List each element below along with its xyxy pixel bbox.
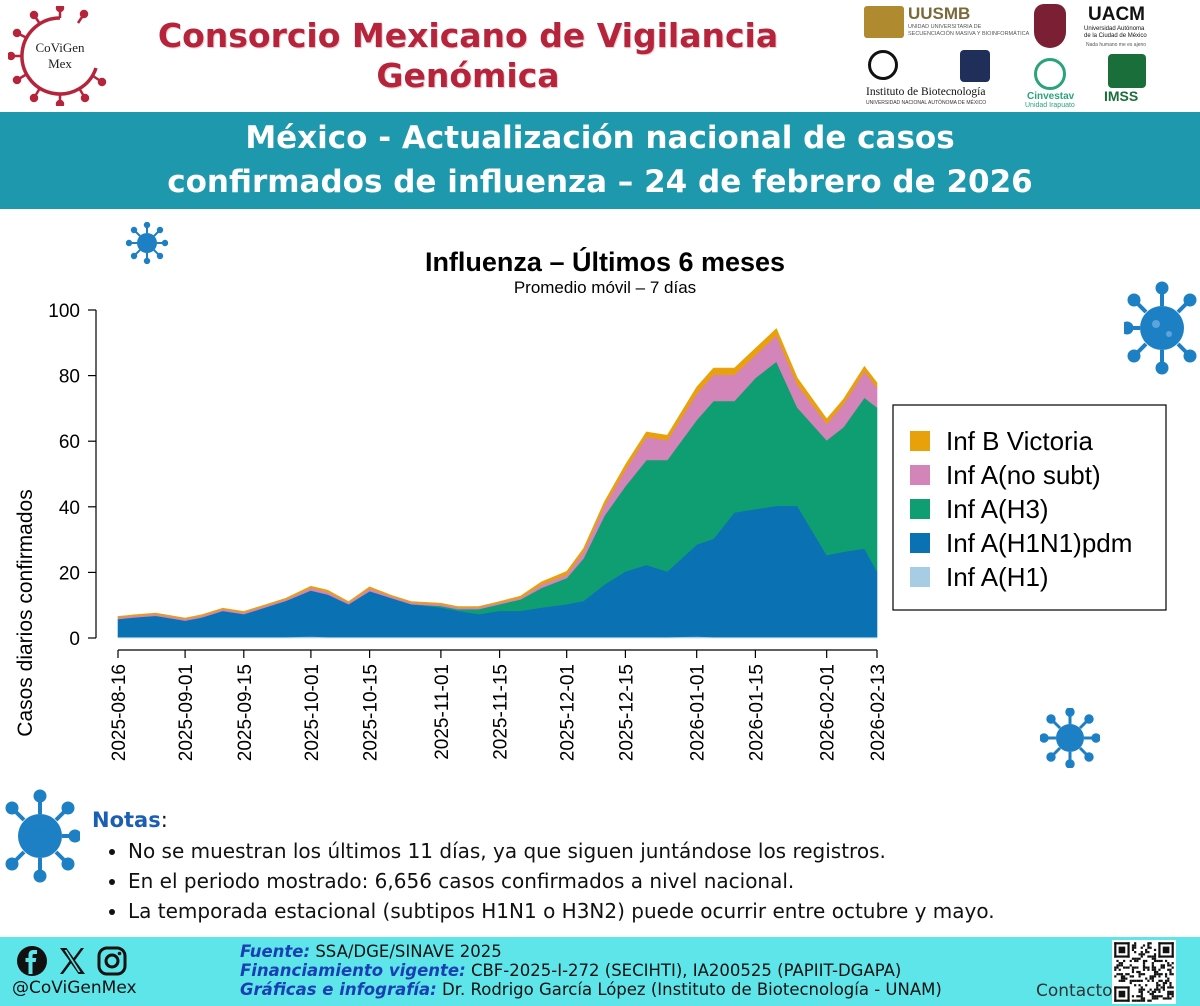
x-tick-label: 2025-09-01 <box>176 664 197 761</box>
page-title-line-1: Consorcio Mexicano de Vigilancia <box>157 16 779 55</box>
x-tick-label: 2025-11-01 <box>432 664 453 760</box>
page-title: Consorcio Mexicano de Vigilancia Genómic… <box>118 16 818 96</box>
legend-label: Inf A(H1N1)pdm <box>946 528 1132 558</box>
notes-title: Notas: <box>92 808 168 832</box>
source-value: SSA/DGE/SINAVE 2025 <box>315 942 502 961</box>
uusmb-name: UUSMB <box>908 4 971 23</box>
legend-label: Inf A(no subt) <box>946 460 1101 490</box>
source-label: Fuente: <box>240 942 311 961</box>
qr-code-icon[interactable] <box>1112 940 1176 1004</box>
funding-value: CBF-2025-I-272 (SECIHTI), IA200525 (PAPI… <box>470 961 902 980</box>
partner-logos: UUSMB UNIDAD UNIVERSITARIA DE SECUENCIAC… <box>860 2 1200 110</box>
notes-list: No se muestran los últimos 11 días, ya q… <box>92 836 1152 926</box>
virus-decoration-icon <box>5 789 80 883</box>
covigen-logo: CoViGen Mex <box>6 3 112 109</box>
funding-line: Financiamiento vigente: CBF-2025-I-272 (… <box>240 961 942 980</box>
chart-legend: Inf B Victoria Inf A(no subt) Inf A(H3) Inf… <box>892 404 1167 611</box>
chart-title: Influenza – Últimos 6 meses <box>425 246 785 277</box>
y-tick-label: 60 <box>59 432 80 453</box>
y-tick-label: 80 <box>59 367 80 388</box>
logo-text-covigen: CoViGen <box>35 40 85 55</box>
uacm-sub-3: Nada humano me es ajeno <box>1086 42 1147 48</box>
legend-box <box>892 404 1167 611</box>
legend-label: Inf B Victoria <box>946 426 1093 456</box>
uusmb-sub-1: UNIDAD UNIVERSITARIA DE <box>908 24 982 30</box>
graphics-value: Dr. Rodrigo García López (Instituto de B… <box>442 980 942 999</box>
y-tick-label: 20 <box>59 563 80 584</box>
virus-decoration-icon <box>1040 708 1100 768</box>
social-handle: @CoViGenMex <box>12 978 137 998</box>
graphics-line: Gráficas e infografía: Dr. Rodrigo Garcí… <box>240 980 942 999</box>
legend-swatch <box>910 533 930 553</box>
cinvestav-logo-icon <box>1034 58 1066 90</box>
influenza-chart: Influenza – Últimos 6 meses Promedio móv… <box>14 246 1167 761</box>
virus-decoration-icon <box>1124 281 1197 375</box>
x-tick-label: 2025-12-01 <box>558 664 579 761</box>
legend-swatch <box>910 499 930 519</box>
imss-name: IMSS <box>1104 88 1139 104</box>
social-links <box>16 945 136 977</box>
notes-title-text: Notas <box>92 808 161 832</box>
chart-subtitle: Promedio móvil – 7 días <box>514 278 696 297</box>
x-tick-label: 2025-10-01 <box>302 664 323 761</box>
notes-section: Notas: No se muestran los últimos 11 día… <box>92 808 1152 926</box>
uacm-sub-2: de la Ciudad de México <box>1084 33 1147 39</box>
y-axis-title: Casos diarios confirmados <box>14 489 37 736</box>
ipn-crest-icon <box>1034 4 1066 48</box>
x-tick-label: 2025-08-16 <box>109 664 130 761</box>
legend-swatch <box>910 567 930 587</box>
note-item: No se muestran los últimos 11 días, ya q… <box>128 836 1152 866</box>
cinvestav-sub: Unidad Irapuato <box>1025 102 1075 109</box>
header: CoViGen Mex Consorcio Mexicano de Vigila… <box>0 0 1200 112</box>
instagram-icon[interactable] <box>96 945 128 977</box>
x-tick-label: 2026-02-01 <box>818 664 839 761</box>
note-item: La temporada estacional (subtipos H1N1 o… <box>128 896 1152 926</box>
ibt-sub: UNIVERSIDAD NACIONAL AUTÓNOMA DE MÉXICO <box>866 100 987 106</box>
y-tick-label: 0 <box>69 629 80 650</box>
page-title-line-2: Genómica <box>376 56 560 95</box>
legend-swatch <box>910 465 930 485</box>
virus-logo-icon <box>6 3 107 109</box>
x-tick-label: 2025-12-15 <box>616 664 637 761</box>
legend-label: Inf A(H3) <box>946 494 1049 524</box>
banner-line-2: confirmados de influenza – 24 de febrero… <box>167 164 1033 200</box>
x-tick-label: 2026-01-01 <box>688 664 709 761</box>
y-tick-label: 100 <box>48 301 80 322</box>
x-tick-label: 2025-11-15 <box>491 664 512 760</box>
facebook-icon[interactable] <box>16 945 48 977</box>
x-tick-label: 2025-09-15 <box>235 664 256 761</box>
area-inf-a-h1n1-pdm <box>117 505 878 638</box>
chart-axes: 0 20 40 60 80 100 2025-08-16 2025-09-01 2025-09-… <box>48 301 889 761</box>
uusmb-sub-2: SECUENCIACIÓN MASIVA Y BIOINFORMÁTICA <box>908 31 1030 37</box>
ibt-name: Instituto de Biotecnología <box>866 86 986 98</box>
footer: @CoViGenMex Fuente: SSA/DGE/SINAVE 2025 … <box>0 937 1200 1006</box>
stacked-areas <box>117 328 878 639</box>
x-tick-label: 2026-02-13 <box>868 664 889 761</box>
source-line: Fuente: SSA/DGE/SINAVE 2025 <box>240 942 942 961</box>
banner-line-1: México - Actualización nacional de casos <box>245 120 955 156</box>
imss-logo-icon <box>1108 54 1146 88</box>
area-inf-b-victoria <box>117 328 878 620</box>
x-icon[interactable] <box>56 945 88 977</box>
x-tick-label: 2025-10-15 <box>361 664 382 761</box>
unam-logo-icon <box>960 50 990 82</box>
y-tick-label: 40 <box>59 498 80 519</box>
funding-label: Financiamiento vigente: <box>240 961 466 980</box>
uusmb-logo-icon <box>864 6 904 38</box>
update-banner: México - Actualización nacional de casos… <box>0 112 1200 209</box>
ibt-logo-icon <box>868 50 898 80</box>
uacm-sub-1: Universidad Autónoma <box>1084 26 1145 32</box>
virus-decoration-icon <box>126 222 168 264</box>
x-tick-label: 2026-01-15 <box>746 664 767 761</box>
legend-label: Inf A(H1) <box>946 562 1049 592</box>
uacm-name: UACM <box>1088 4 1145 25</box>
contact-label: Contacto: <box>1036 981 1119 1001</box>
footer-credits: Fuente: SSA/DGE/SINAVE 2025 Financiamien… <box>240 942 942 999</box>
graphics-label: Gráficas e infografía: <box>240 980 437 999</box>
logo-text-mex: Mex <box>48 56 72 71</box>
note-item: En el periodo mostrado: 6,656 casos conf… <box>128 866 1152 896</box>
cinvestav-name: Cinvestav <box>1027 91 1075 102</box>
legend-swatch <box>910 431 930 451</box>
